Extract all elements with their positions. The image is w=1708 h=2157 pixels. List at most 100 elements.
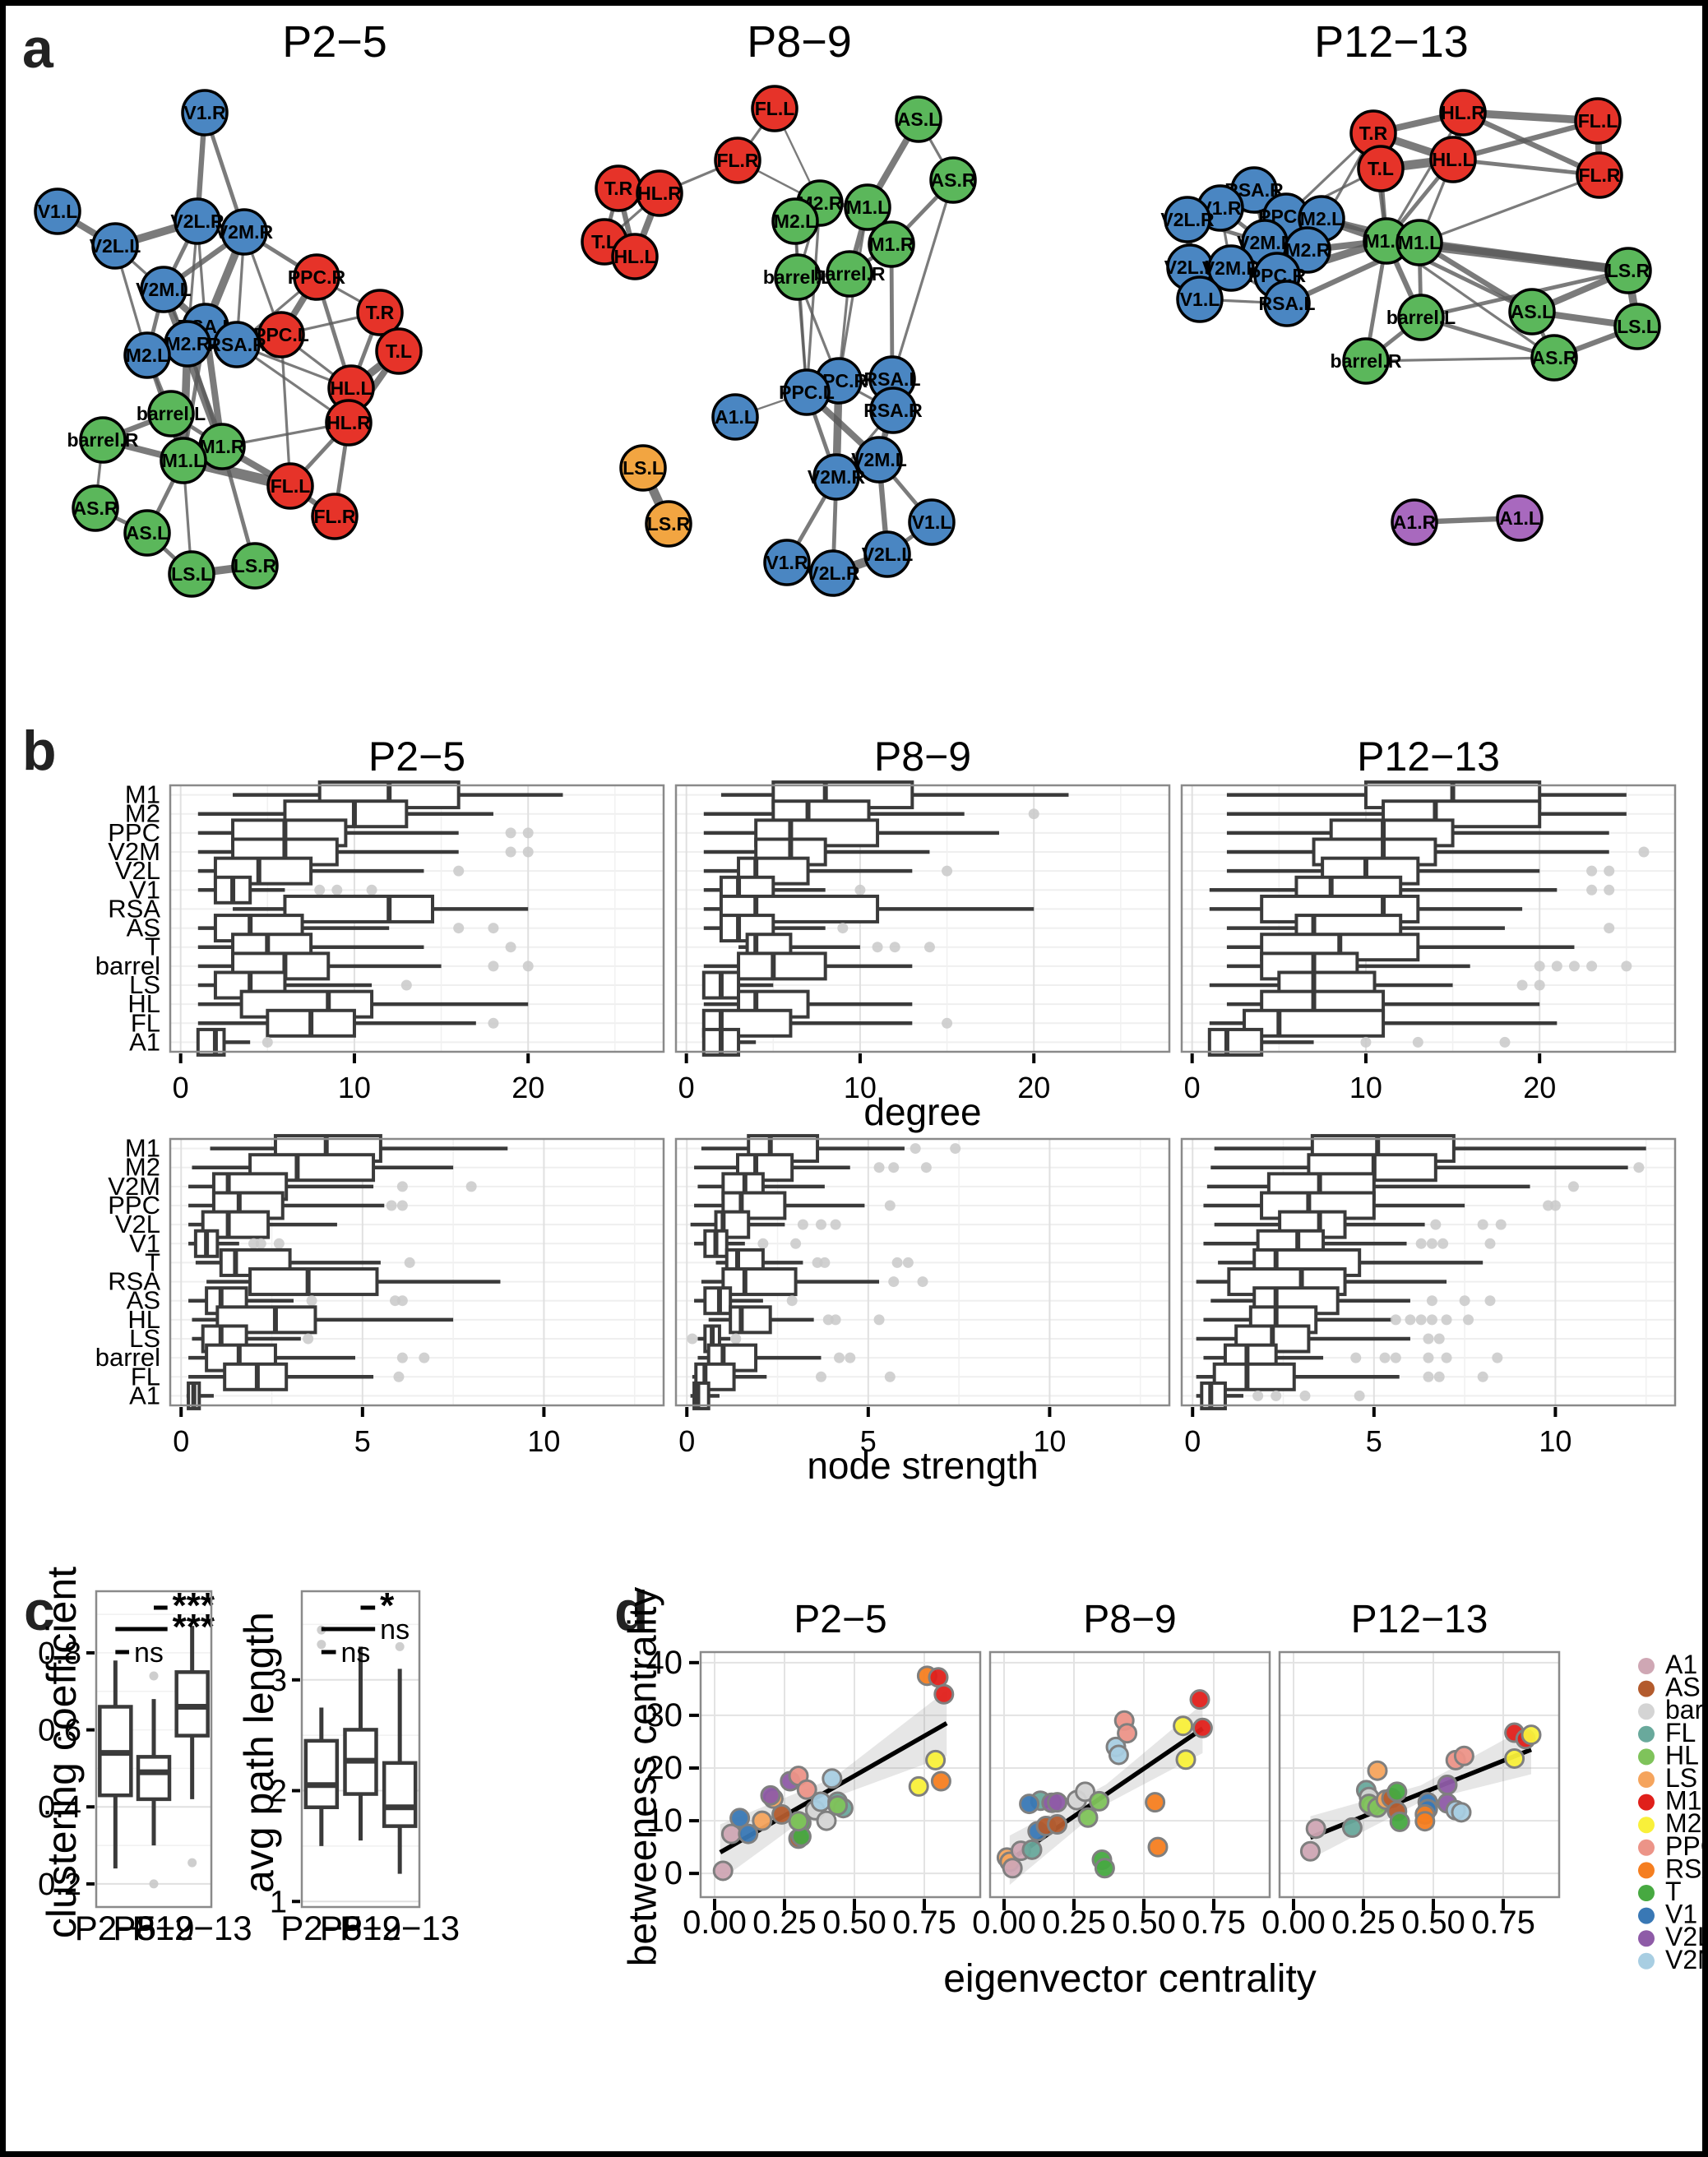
plot-border — [169, 784, 665, 1053]
box — [201, 1210, 271, 1239]
category-label: AS — [127, 1286, 160, 1315]
network-node-label: M2.L — [774, 211, 817, 232]
outlier-dot — [815, 1219, 826, 1230]
scatter-point — [771, 1803, 793, 1825]
scatter-point — [816, 1810, 837, 1831]
category-label: M1 — [125, 780, 160, 809]
scatter-point — [1451, 1802, 1472, 1823]
legend-swatch-barrel — [1638, 1703, 1655, 1720]
tick-label: 0.75 — [1471, 1905, 1535, 1941]
category-label: V2L — [115, 1210, 160, 1238]
network-node-label: FL.R — [716, 150, 758, 171]
tick-label: 0.75 — [892, 1905, 956, 1941]
network-node-label: LS.L — [623, 457, 664, 479]
network-node-label: FL.R — [1578, 164, 1620, 186]
scatter-point — [1145, 1792, 1166, 1813]
outlier-dot — [1390, 1314, 1401, 1326]
legend-swatch-V2L — [1638, 1930, 1655, 1947]
network-node — [895, 95, 942, 143]
outlier-dot — [830, 1314, 841, 1326]
network-node-label: barrel.R — [814, 263, 886, 285]
outlier-dot — [834, 1352, 845, 1363]
network-node — [783, 368, 831, 416]
outlier-dot — [1484, 1238, 1496, 1249]
network-node-label: M1.L — [1398, 232, 1441, 253]
outlier-dot — [453, 865, 465, 877]
network-node-label: V2L.R — [1160, 209, 1215, 230]
outlier-dot — [786, 1295, 798, 1307]
network-node-label: V2L.L — [862, 544, 914, 565]
box — [174, 1670, 210, 1738]
tick-label: 0.50 — [1401, 1905, 1465, 1941]
network-node-label: V2M.L — [1237, 232, 1293, 253]
network-node — [213, 321, 261, 368]
network-node-label: A1.R — [1393, 511, 1437, 533]
scatter-point — [1389, 1811, 1410, 1832]
box — [283, 894, 435, 923]
legend-swatch-T — [1638, 1885, 1655, 1901]
outlier-dot — [1638, 846, 1650, 858]
category-label: HL — [127, 1305, 160, 1334]
outlier-dot — [830, 1219, 841, 1230]
outlier-dot — [1463, 1314, 1474, 1326]
outlier-dot — [396, 1200, 408, 1211]
outlier-dot — [522, 960, 534, 972]
outlier-dot — [505, 827, 516, 839]
panel-c-letter: c — [24, 1580, 55, 1642]
outlier-dot — [1516, 979, 1528, 991]
outlier-dot — [845, 1352, 856, 1363]
network-node — [325, 399, 373, 447]
network-node — [1164, 196, 1211, 243]
scatter-point — [760, 1784, 781, 1806]
scatter-point — [1175, 1749, 1197, 1770]
legend-swatch-HL — [1638, 1748, 1655, 1766]
outlier-dot — [1423, 1333, 1434, 1345]
legend-swatch-V2M — [1638, 1952, 1655, 1970]
network-node — [636, 169, 683, 217]
outlier-dot — [1426, 1295, 1437, 1307]
network-node — [293, 253, 340, 301]
scatter-point — [928, 1667, 949, 1688]
scatter-point — [822, 1768, 843, 1789]
network-node-label: barrel.L — [1386, 307, 1456, 328]
network-node-label: PPC.R — [288, 266, 346, 288]
outlier-dot — [1430, 1219, 1442, 1230]
scatter-point — [788, 1811, 809, 1832]
network-node-label: A1.L — [1499, 507, 1540, 529]
outlier-dot — [889, 942, 900, 953]
network-node — [1576, 151, 1623, 199]
network-node-label: HL.L — [613, 246, 655, 267]
panel-title: P2−5 — [368, 734, 465, 780]
legend-label-RSA: RSA — [1665, 1854, 1702, 1883]
network-node-label: M1.R — [869, 234, 914, 255]
category-label: RSA — [108, 1267, 160, 1296]
legend-label-V2L: V2L — [1665, 1922, 1702, 1951]
panel-d-letter: d — [614, 1580, 649, 1642]
legend-label-M2: M2 — [1665, 1808, 1701, 1838]
outlier-dot — [453, 923, 465, 934]
tick-label: 0 — [664, 1855, 683, 1891]
network-node-label: T.R — [366, 302, 395, 323]
network-node-label: LS.R — [647, 513, 691, 535]
network-node-label: M1.L — [162, 450, 205, 471]
network-node-label: HL.L — [330, 377, 372, 399]
category-label: P8−9 — [320, 1909, 401, 1947]
scatter-point — [1075, 1781, 1096, 1803]
category-label: barrel — [95, 1343, 160, 1372]
network-title: P8−9 — [747, 17, 852, 67]
outlier-dot — [419, 1352, 430, 1363]
scatter-point — [827, 1794, 849, 1816]
tick-label: 0.6 — [38, 1714, 81, 1748]
scatter-point — [1019, 1794, 1040, 1815]
tick-label: 10 — [646, 1803, 683, 1839]
network-node-label: A1.L — [715, 406, 756, 428]
outlier-dot — [1412, 1036, 1423, 1048]
scatter-point — [1189, 1689, 1210, 1710]
network-node — [611, 233, 659, 280]
boxpanel-deg-p1213: 0 10 20 P12−13 — [1180, 734, 1677, 1104]
outlier-dot — [1379, 1352, 1391, 1363]
network-node-label: AS.R — [73, 498, 118, 519]
network-node — [174, 197, 221, 245]
outlier-dot — [404, 1257, 415, 1268]
